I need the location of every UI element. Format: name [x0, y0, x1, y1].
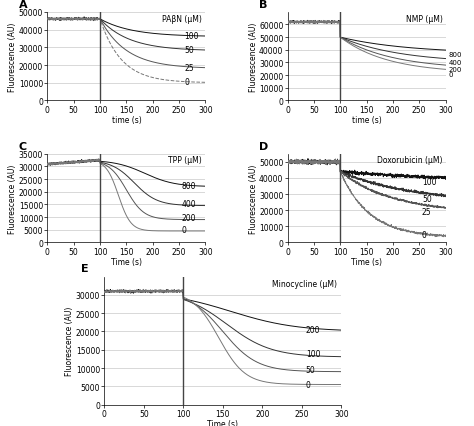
Text: 400: 400	[448, 60, 462, 66]
Text: 0: 0	[306, 380, 310, 389]
Text: A: A	[19, 0, 27, 10]
Text: 25: 25	[422, 208, 431, 217]
Text: 0: 0	[448, 72, 453, 78]
Text: 100: 100	[306, 349, 320, 358]
Text: 100: 100	[422, 177, 437, 186]
Text: 800: 800	[182, 181, 196, 190]
X-axis label: Time (s): Time (s)	[207, 419, 238, 426]
Text: 50: 50	[306, 366, 316, 374]
Text: 0: 0	[184, 78, 189, 87]
Text: B: B	[259, 0, 267, 10]
Text: C: C	[19, 142, 27, 152]
Text: E: E	[81, 263, 88, 273]
Text: 400: 400	[182, 199, 196, 208]
X-axis label: time (s): time (s)	[111, 116, 141, 125]
Text: 800: 800	[448, 52, 462, 58]
Text: 50: 50	[422, 195, 432, 204]
Text: D: D	[259, 142, 268, 152]
Text: Minocycline (μM): Minocycline (μM)	[272, 279, 337, 288]
Text: 200: 200	[182, 213, 196, 222]
X-axis label: Time (s): Time (s)	[111, 257, 142, 266]
Text: 0: 0	[182, 226, 187, 235]
Y-axis label: Fluorescence (AU): Fluorescence (AU)	[9, 164, 18, 233]
Text: E: E	[0, 425, 1, 426]
Y-axis label: Fluorescence (AU): Fluorescence (AU)	[249, 164, 258, 233]
Text: 50: 50	[184, 46, 194, 55]
Text: NMP (μM): NMP (μM)	[406, 14, 442, 23]
Text: PAβN (μM): PAβN (μM)	[163, 14, 202, 23]
Y-axis label: Fluorescence (AU): Fluorescence (AU)	[9, 23, 18, 92]
Text: 0: 0	[422, 230, 427, 239]
Text: 25: 25	[184, 64, 194, 73]
Text: TPP (μM): TPP (μM)	[168, 156, 202, 165]
Y-axis label: Fluorescence (AU): Fluorescence (AU)	[65, 306, 74, 375]
Text: 100: 100	[184, 32, 199, 41]
Text: Doxorubicin (μM): Doxorubicin (μM)	[377, 156, 442, 165]
Y-axis label: Fluorescence (AU): Fluorescence (AU)	[249, 23, 258, 92]
X-axis label: Time (s): Time (s)	[351, 257, 382, 266]
Text: 200: 200	[448, 66, 462, 73]
X-axis label: time (s): time (s)	[352, 116, 382, 125]
Text: 200: 200	[306, 325, 320, 334]
